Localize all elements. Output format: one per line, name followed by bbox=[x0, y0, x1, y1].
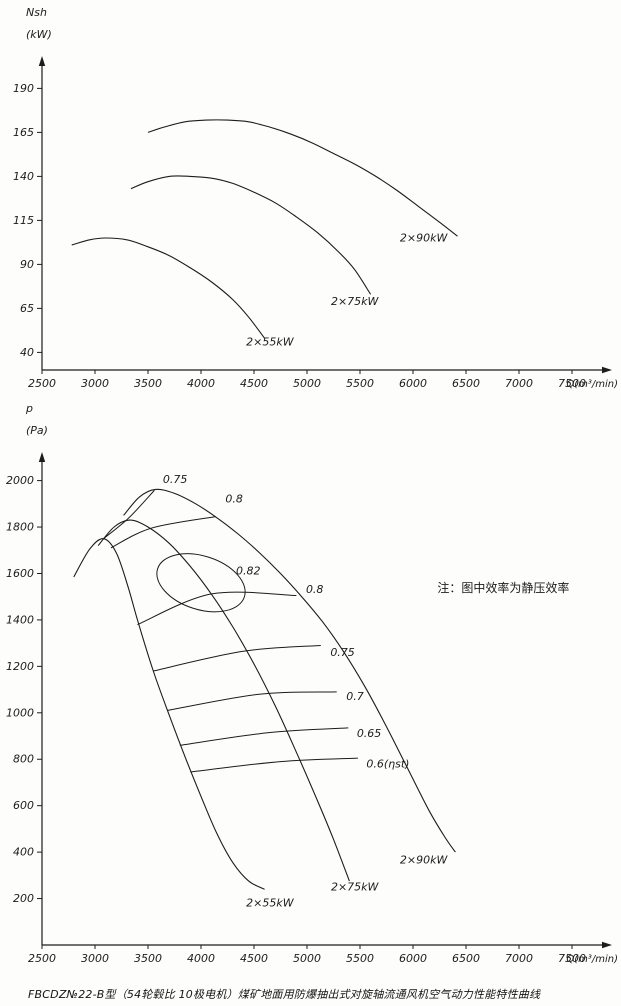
x-tick-label: 3500 bbox=[134, 952, 162, 965]
note-text: 注：图中效率为静压效率 bbox=[437, 580, 569, 595]
contour-label: 0.7 bbox=[346, 690, 364, 703]
x-tick-label: 3000 bbox=[81, 377, 109, 390]
contour-label: 0.8 bbox=[225, 493, 243, 506]
x-tick-label: 5000 bbox=[293, 952, 321, 965]
x-tick-label: 3000 bbox=[81, 952, 109, 965]
curve-2x75kW bbox=[130, 175, 372, 295]
x-tick-label: 6000 bbox=[399, 377, 427, 390]
y-tick-label: 190 bbox=[13, 82, 34, 95]
efficiency-contour bbox=[190, 757, 358, 773]
contour-label: 0.75 bbox=[330, 646, 355, 659]
y-tick-label: 2000 bbox=[6, 474, 34, 487]
y-tick-label: 1000 bbox=[6, 706, 34, 719]
x-tick-label: 6500 bbox=[452, 377, 480, 390]
x-tick-label: 4000 bbox=[187, 952, 215, 965]
y-tick-label: 1200 bbox=[6, 660, 34, 673]
curve-label: 2×75kW bbox=[331, 295, 380, 308]
curve-label: 2×90kW bbox=[400, 232, 449, 245]
x-tick-label: 3500 bbox=[134, 377, 162, 390]
x-tick-label: 5000 bbox=[293, 377, 321, 390]
y-axis-arrow bbox=[38, 452, 46, 462]
contour-label: 0.82 bbox=[236, 565, 260, 578]
curve-2x55kW bbox=[71, 237, 266, 339]
y-axis-title: Nsh bbox=[26, 6, 47, 19]
y-tick-label: 1400 bbox=[6, 613, 34, 626]
curve-2x55kW bbox=[73, 538, 265, 890]
x-tick-label: 7500 bbox=[558, 377, 586, 390]
y-tick-label: 1600 bbox=[6, 567, 34, 580]
y-tick-label: 600 bbox=[13, 799, 34, 812]
y-tick-label: 400 bbox=[13, 846, 34, 859]
x-tick-label: 7500 bbox=[558, 952, 586, 965]
curve-label: 2×55kW bbox=[246, 897, 295, 910]
y-axis-title: (kW) bbox=[26, 28, 52, 41]
y-tick-label: 800 bbox=[13, 753, 34, 766]
curve-2x75kW bbox=[97, 519, 350, 882]
efficiency-contour bbox=[156, 553, 246, 613]
x-tick-label: 2500 bbox=[28, 952, 56, 965]
efficiency-contour bbox=[167, 691, 337, 711]
x-axis-arrow bbox=[602, 941, 612, 949]
x-tick-label: 6000 bbox=[399, 952, 427, 965]
x-tick-label: 5500 bbox=[346, 952, 374, 965]
x-tick-label: 2500 bbox=[28, 377, 56, 390]
contour-label: 0.75 bbox=[163, 473, 188, 486]
efficiency-contour bbox=[153, 645, 321, 672]
x-tick-label: 4500 bbox=[240, 952, 268, 965]
static-pressure-chart: 2500 3000 3500 4000 4500 5000 5500 6000 6500 7000… bbox=[6, 402, 618, 965]
x-tick-label: 4500 bbox=[240, 377, 268, 390]
curve-label: 2×55kW bbox=[246, 335, 295, 348]
x-axis-title: Q(m³/min) bbox=[566, 379, 618, 390]
y-tick-label: 90 bbox=[20, 258, 34, 271]
y-tick-label: 140 bbox=[13, 170, 34, 183]
y-axis-arrow bbox=[38, 56, 46, 66]
curve-label: 2×90kW bbox=[400, 854, 449, 867]
contour-label: 0.8 bbox=[306, 583, 324, 596]
x-axis-arrow bbox=[602, 366, 612, 374]
x-tick-label: 7000 bbox=[505, 377, 533, 390]
y-tick-label: 165 bbox=[13, 126, 34, 139]
contour-label: 0.65 bbox=[357, 727, 382, 740]
y-tick-label: 65 bbox=[20, 302, 34, 315]
y-tick-label: 40 bbox=[20, 346, 34, 359]
contour-label: 0.6(ηst) bbox=[366, 757, 409, 770]
efficiency-contour bbox=[137, 591, 297, 626]
y-axis-title: p bbox=[25, 402, 33, 415]
y-tick-label: 1800 bbox=[6, 521, 34, 534]
figure-caption: FBCDZ№22-B型（54轮毂比 10极电机）煤矿地面用防爆抽出式对旋轴流通风… bbox=[28, 988, 541, 1001]
shaft-power-chart: 2500 3000 3500 4000 4500 5000 5500 6000 6500 7000… bbox=[13, 6, 618, 390]
y-tick-label: 115 bbox=[13, 214, 34, 227]
curve-label: 2×75kW bbox=[331, 880, 380, 893]
x-tick-label: 6500 bbox=[452, 952, 480, 965]
charts-svg: 2500 3000 3500 4000 4500 5000 5500 6000 6500 7000… bbox=[6, 6, 618, 965]
curve-2x90kW bbox=[147, 119, 458, 237]
x-axis-title: Q(m³/min) bbox=[566, 954, 618, 965]
x-tick-label: 7000 bbox=[505, 952, 533, 965]
efficiency-contour bbox=[103, 490, 155, 540]
y-tick-label: 200 bbox=[13, 892, 34, 905]
y-axis-title: (Pa) bbox=[26, 424, 48, 437]
x-tick-label: 4000 bbox=[187, 377, 215, 390]
x-tick-label: 5500 bbox=[346, 377, 374, 390]
efficiency-contour bbox=[179, 727, 349, 746]
efficiency-contour bbox=[110, 516, 216, 549]
curve-2x90kW bbox=[123, 488, 456, 853]
